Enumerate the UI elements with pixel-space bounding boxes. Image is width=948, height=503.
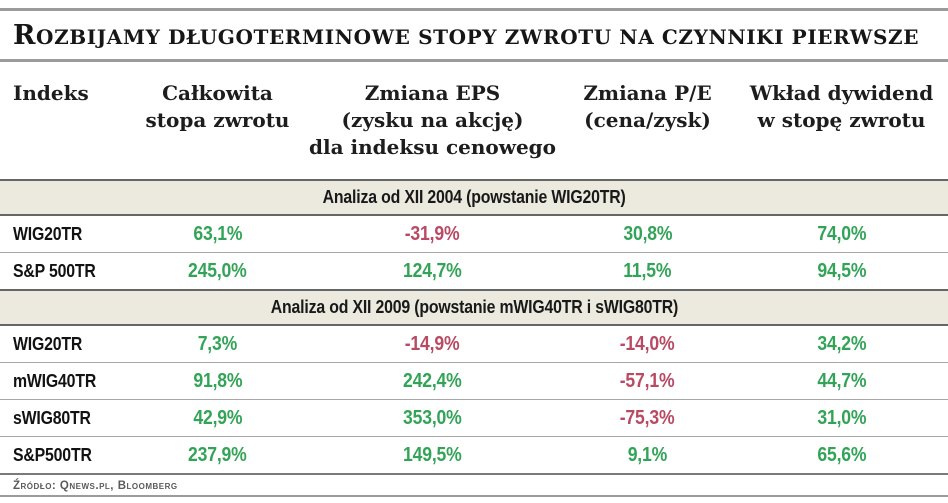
source-note: Źródło: Qnews.pl, Bloomberg (13, 480, 178, 492)
table-row: mWIG40TR 91,8% 242,4% -57,1% 44,7% (0, 362, 948, 399)
value-cell: 237,9% (188, 444, 247, 466)
value-cell: 9,1% (627, 444, 668, 466)
value-cell: 74,0% (816, 223, 867, 245)
value-cell: 245,0% (188, 260, 247, 282)
table-row: sWIG80TR 42,9% 353,0% -75,3% 31,0% (0, 399, 948, 436)
value-cell: 353,0% (403, 407, 462, 429)
table-row: WIG20TR 7,3% -14,9% -14,0% 34,2% (0, 326, 948, 362)
section-header-label: Analiza od XII 2004 (powstanie WIG20TR) (322, 187, 626, 207)
bottom-divider (0, 495, 948, 497)
value-cell: 44,7% (816, 370, 867, 392)
value-cell: -31,9% (405, 223, 460, 245)
table-section: Analiza od XII 2004 (powstanie WIG20TR) W… (0, 179, 948, 289)
value-cell: 30,8% (622, 223, 673, 245)
value-cell: 91,8% (192, 370, 243, 392)
value-cell: 63,1% (192, 223, 243, 245)
value-cell: -14,0% (620, 333, 675, 355)
table-row: WIG20TR 63,1% -31,9% 30,8% 74,0% (0, 216, 948, 252)
value-cell: 42,9% (192, 407, 243, 429)
table-row: S&P500TR 237,9% 149,5% 9,1% 65,6% (0, 436, 948, 473)
page-title: Rozbijamy długoterminowe stopy zwrotu na… (13, 20, 920, 51)
column-header-eps-change: Zmiana EPS (zysku na akcję) dla indeksu … (308, 81, 557, 159)
value-cell: 34,2% (816, 333, 867, 355)
column-header-total-return: Całkowita stopa zwrotu (145, 81, 290, 132)
index-name: mWIG40TR (13, 371, 97, 391)
index-name: S&P 500TR (13, 261, 96, 281)
value-cell: 94,5% (816, 260, 867, 282)
value-cell: 149,5% (403, 444, 462, 466)
value-cell: -57,1% (620, 370, 675, 392)
value-cell: 65,6% (816, 444, 867, 466)
value-cell: 124,7% (403, 260, 462, 282)
table-bottom-divider (0, 473, 948, 475)
index-name: WIG20TR (13, 334, 83, 354)
index-name: sWIG80TR (13, 408, 91, 428)
column-header-dividend-contribution: Wkład dywidend w stopę zwrotu (749, 81, 934, 132)
table-section: Analiza od XII 2009 (powstanie mWIG40TR … (0, 289, 948, 473)
section-header: Analiza od XII 2004 (powstanie WIG20TR) (0, 179, 948, 216)
value-cell: 11,5% (623, 260, 672, 282)
column-header-indeks: Indeks (13, 81, 89, 105)
index-name: S&P500TR (13, 445, 92, 465)
table-sections: Analiza od XII 2004 (powstanie WIG20TR) W… (0, 179, 948, 473)
column-header-row: Indeks Całkowita stopa zwrotu Zmiana EPS… (0, 62, 948, 179)
column-header-pe-change: Zmiana P/E (cena/zysk) (583, 81, 712, 132)
section-header: Analiza od XII 2009 (powstanie mWIG40TR … (0, 289, 948, 326)
table-row: S&P 500TR 245,0% 124,7% 11,5% 94,5% (0, 252, 948, 289)
value-cell: 7,3% (197, 333, 238, 355)
value-cell: 242,4% (403, 370, 462, 392)
title-divider (0, 59, 948, 62)
section-header-label: Analiza od XII 2009 (powstanie mWIG40TR … (270, 297, 678, 317)
value-cell: 31,0% (816, 407, 867, 429)
value-cell: -14,9% (405, 333, 460, 355)
value-cell: -75,3% (620, 407, 675, 429)
top-divider (0, 8, 948, 11)
index-name: WIG20TR (13, 224, 83, 244)
